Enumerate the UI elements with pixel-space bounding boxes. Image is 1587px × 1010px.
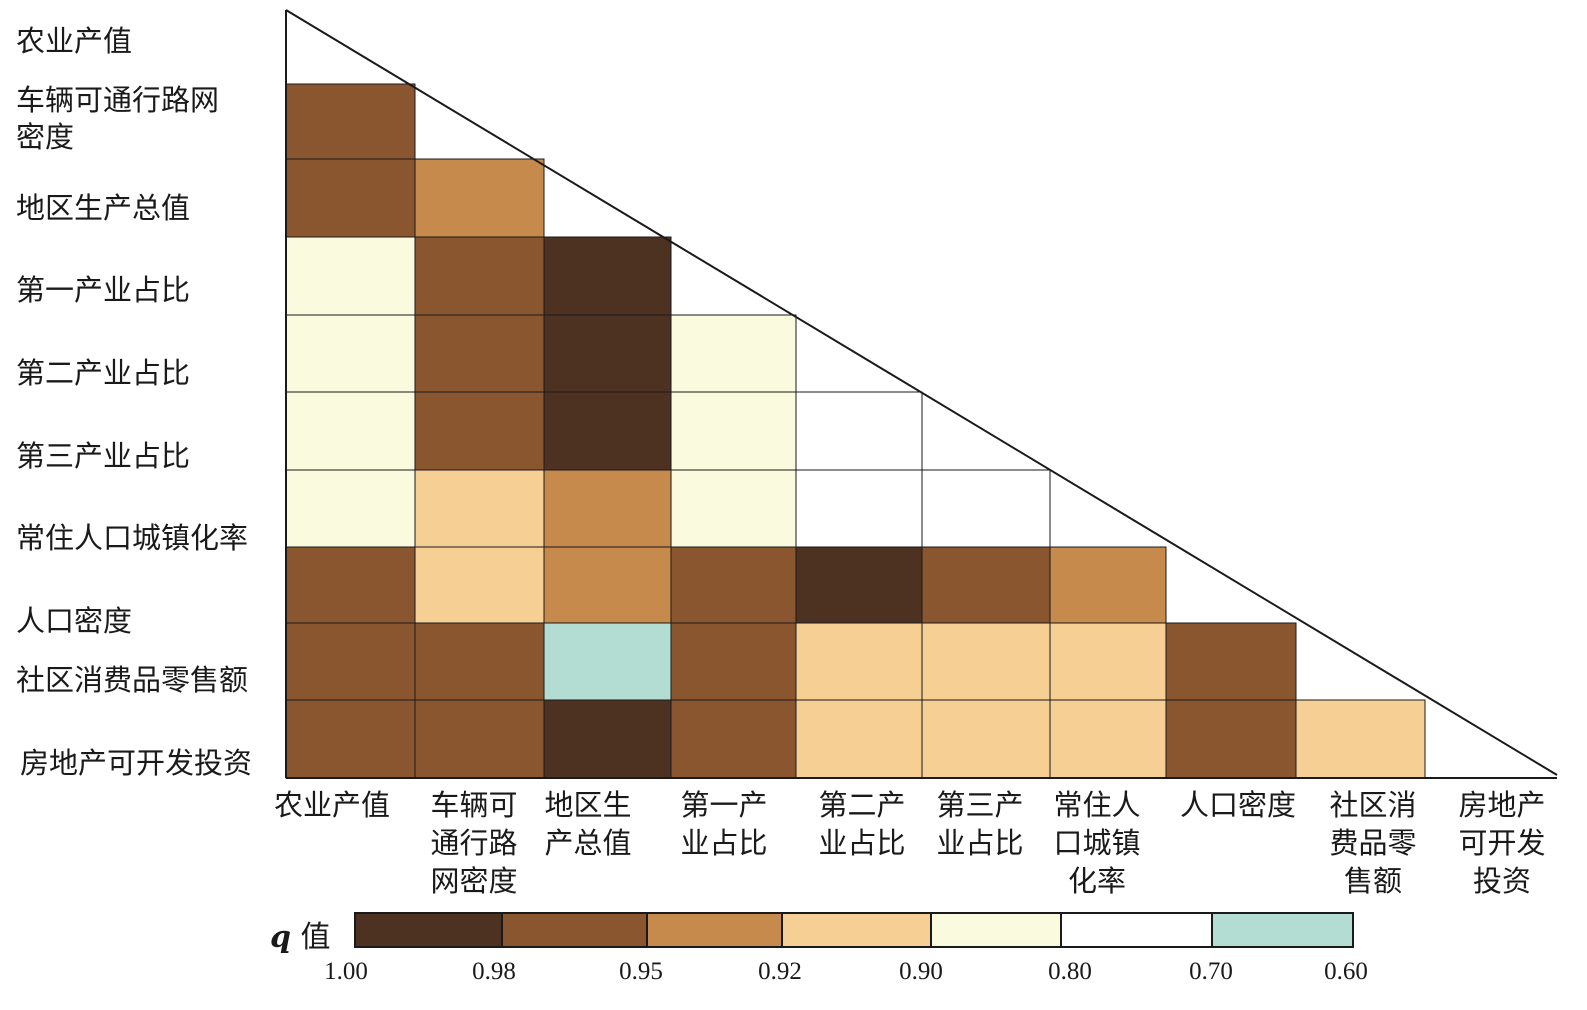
legend-swatch — [930, 912, 1062, 948]
column-label: 社区消 费品零 售额 — [1329, 788, 1417, 898]
heatmap-cell — [670, 622, 797, 701]
legend-swatch — [781, 912, 932, 948]
heatmap-cell — [285, 314, 416, 393]
heatmap-cell — [921, 699, 1051, 779]
heatmap-cell — [414, 391, 545, 471]
heatmap-cell — [670, 699, 797, 779]
heatmap-cell — [921, 469, 1051, 548]
row-label: 农业产值 — [16, 24, 133, 58]
heatmap-cell — [285, 83, 416, 160]
legend-swatch — [354, 912, 503, 948]
legend-tick: 0.95 — [619, 958, 663, 985]
heatmap-cell — [921, 546, 1051, 624]
heatmap-cell — [670, 469, 797, 548]
legend-tick: 0.80 — [1048, 958, 1092, 985]
row-label: 社区消费品零售额 — [16, 663, 249, 697]
diagonal-line — [285, 9, 1558, 776]
row-label: 第三产业占比 — [16, 439, 191, 473]
heatmap-cell — [1165, 622, 1297, 701]
heatmap-cell — [543, 622, 672, 701]
heatmap-cell — [414, 469, 545, 548]
legend-tick: 0.70 — [1189, 958, 1233, 985]
row-label: 车辆可通行路网 密度 — [16, 83, 220, 154]
heatmap-cell — [414, 699, 545, 779]
row-label: 地区生产总值 — [16, 191, 191, 225]
heatmap-cell — [1165, 699, 1297, 779]
legend-swatch — [1060, 912, 1213, 948]
legend-tick: 0.98 — [472, 958, 516, 985]
heatmap-cell — [285, 391, 416, 471]
heatmap-cell — [285, 622, 416, 701]
column-label: 第一产 业占比 — [680, 788, 768, 860]
heatmap-cell — [921, 622, 1051, 701]
heatmap-cell — [1295, 699, 1426, 779]
row-label: 第一产业占比 — [16, 273, 191, 307]
legend-swatch — [501, 912, 648, 948]
heatmap-cell — [414, 236, 545, 316]
legend-tick: 1.00 — [324, 958, 368, 985]
heatmap-cell — [414, 622, 545, 701]
column-label: 人口密度 — [1179, 788, 1296, 822]
row-label: 房地产可开发投资 — [20, 746, 253, 780]
legend-title-symbol: q — [270, 920, 291, 955]
heatmap-cell — [795, 699, 923, 779]
column-label: 车辆可 通行路 网密度 — [430, 788, 518, 898]
heatmap-cell — [285, 469, 416, 548]
row-label: 人口密度 — [16, 604, 133, 638]
legend-title: q 值 — [270, 912, 331, 956]
heatmap-cell — [670, 391, 797, 471]
heatmap-cell — [1049, 622, 1167, 701]
heatmap-cell — [670, 546, 797, 624]
heatmap-cell — [414, 546, 545, 624]
legend-swatch — [1211, 912, 1354, 948]
heatmap-cell — [543, 546, 672, 624]
heatmap-cell — [1049, 699, 1167, 779]
heatmap-cell — [543, 314, 672, 393]
column-label: 常住人 口城镇 化率 — [1053, 788, 1141, 898]
column-label: 第二产 业占比 — [818, 788, 906, 860]
legend-swatch — [646, 912, 783, 948]
heatmap-cell — [1049, 546, 1167, 624]
column-label: 第三产 业占比 — [936, 788, 1024, 860]
column-label: 房地产 可开发 投资 — [1458, 788, 1546, 898]
legend-tick: 0.90 — [899, 958, 943, 985]
column-label: 地区生 产总值 — [544, 788, 632, 860]
heatmap-cell — [670, 314, 797, 393]
legend-tick: 0.92 — [758, 958, 802, 985]
row-label: 常住人口城镇化率 — [16, 521, 249, 555]
column-label: 农业产值 — [273, 788, 390, 822]
heatmap-cell — [543, 236, 672, 316]
heatmap-cell — [414, 314, 545, 393]
legend-title-text: 值 — [300, 920, 331, 955]
heatmap-cell — [543, 699, 672, 779]
heatmap-cell — [543, 469, 672, 548]
heatmap-cell — [414, 158, 545, 238]
heatmap-cell — [795, 546, 923, 624]
heatmap-cell — [285, 699, 416, 779]
heatmap-cell — [543, 391, 672, 471]
row-label: 第二产业占比 — [16, 356, 191, 390]
heatmap-cell — [795, 469, 923, 548]
legend-tick: 0.60 — [1324, 958, 1368, 985]
heatmap-cell — [285, 546, 416, 624]
heatmap-cell — [795, 391, 923, 471]
heatmap-cell — [285, 236, 416, 316]
heatmap-cell — [285, 158, 416, 238]
heatmap-cell — [795, 622, 923, 701]
